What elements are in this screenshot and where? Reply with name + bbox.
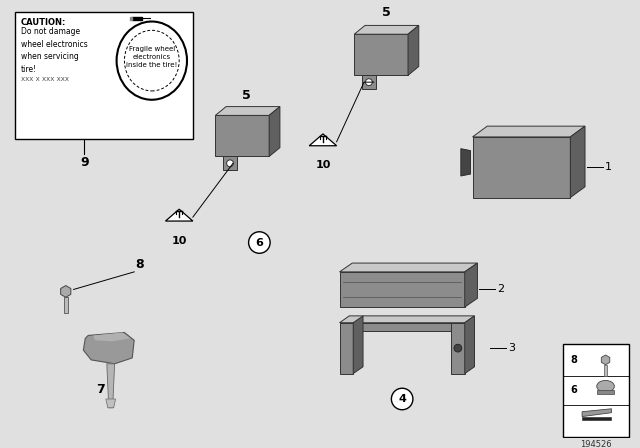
Polygon shape (461, 149, 470, 176)
Polygon shape (362, 75, 376, 89)
Text: 5: 5 (243, 89, 251, 102)
Polygon shape (582, 417, 611, 419)
Circle shape (454, 344, 462, 352)
Polygon shape (107, 364, 115, 408)
Polygon shape (354, 34, 408, 75)
Polygon shape (472, 137, 570, 198)
Polygon shape (340, 263, 477, 272)
Text: 4: 4 (398, 394, 406, 404)
Polygon shape (223, 156, 237, 170)
Polygon shape (472, 126, 585, 137)
Text: Do not damage
wheel electronics
when servicing
tire!: Do not damage wheel electronics when ser… (20, 27, 88, 74)
Text: CAUTION:: CAUTION: (20, 17, 66, 26)
Circle shape (392, 388, 413, 410)
Polygon shape (216, 116, 269, 156)
Text: 6: 6 (255, 237, 263, 248)
Polygon shape (408, 26, 419, 75)
Text: 1: 1 (605, 162, 612, 172)
Polygon shape (354, 26, 419, 34)
Polygon shape (353, 316, 363, 374)
Ellipse shape (596, 380, 614, 392)
Polygon shape (93, 332, 131, 341)
Polygon shape (570, 126, 585, 198)
Text: 3: 3 (508, 343, 515, 353)
Polygon shape (64, 297, 68, 313)
Circle shape (227, 160, 234, 167)
Circle shape (248, 232, 270, 253)
Polygon shape (340, 316, 474, 323)
Polygon shape (61, 285, 71, 297)
Ellipse shape (116, 22, 187, 100)
Polygon shape (563, 344, 629, 437)
Polygon shape (15, 12, 193, 139)
Polygon shape (340, 323, 465, 331)
Polygon shape (216, 107, 280, 116)
Polygon shape (106, 399, 116, 408)
Polygon shape (269, 107, 280, 156)
Text: 8: 8 (135, 258, 143, 271)
Polygon shape (340, 323, 353, 374)
Ellipse shape (124, 30, 179, 91)
Polygon shape (83, 332, 134, 364)
Text: 2: 2 (497, 284, 504, 294)
Text: 194526: 194526 (580, 440, 612, 448)
Text: 10: 10 (172, 236, 187, 246)
Polygon shape (604, 365, 607, 375)
Polygon shape (340, 272, 465, 307)
Text: xxx x xxx xxx: xxx x xxx xxx (20, 76, 68, 82)
Text: 6: 6 (570, 385, 577, 395)
Circle shape (365, 79, 372, 86)
Polygon shape (166, 209, 193, 221)
Text: 5: 5 (382, 6, 391, 19)
Polygon shape (465, 316, 474, 374)
Polygon shape (602, 355, 610, 365)
Text: 9: 9 (80, 156, 88, 169)
Polygon shape (309, 134, 337, 146)
Text: Fragile wheel
electronics
inside the tire!: Fragile wheel electronics inside the tir… (126, 46, 177, 68)
Polygon shape (582, 409, 611, 417)
Polygon shape (596, 390, 614, 394)
Polygon shape (451, 323, 465, 374)
Text: 10: 10 (316, 160, 331, 170)
Text: 7: 7 (97, 383, 106, 396)
Polygon shape (131, 17, 132, 20)
Text: 8: 8 (570, 355, 577, 365)
Polygon shape (132, 17, 142, 20)
Polygon shape (465, 263, 477, 307)
